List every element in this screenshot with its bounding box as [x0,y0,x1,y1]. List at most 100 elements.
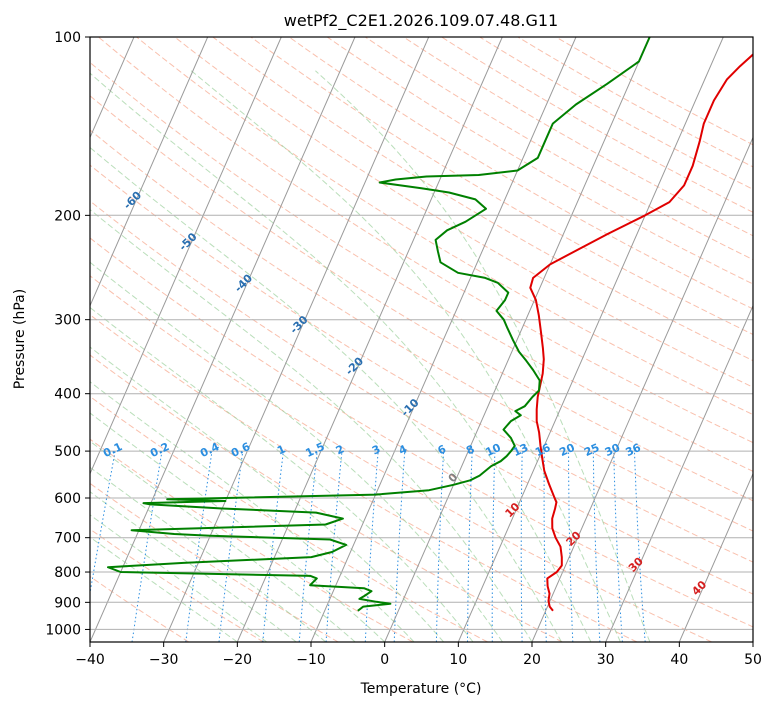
y-tick-label: 800 [54,565,81,581]
mixing-ratio-line [90,451,116,597]
dry-adiabat-line [403,37,753,237]
moist-adiabat-line [90,208,533,642]
x-tick-label: 50 [744,652,762,668]
mixing-ratio-label: 3 [370,443,382,458]
isotherm-label: -40 [232,271,255,294]
dry-adiabat-line [250,37,753,336]
mixing-ratio-label: 10 [484,441,504,459]
mixing-ratio-label: 36 [624,441,644,459]
moist-adiabat-line [90,412,386,642]
moist-adiabat-line [90,306,474,642]
dry-adiabat-line [90,354,563,642]
profile-lines [107,37,753,612]
temperature-profile [529,53,753,612]
mixing-ratio-line [364,451,379,642]
grid-lines [0,37,753,642]
dry-adiabat-line [90,200,753,595]
y-tick-label: 600 [54,491,81,507]
dry-adiabat-line [90,237,753,628]
mixing-ratio-label: 2 [334,443,346,458]
plot-frame [89,36,754,643]
dry-adiabat-line [90,482,339,642]
moist-adiabat-line [315,70,651,642]
x-tick-label: −30 [149,652,179,668]
mixing-ratio-line [491,451,496,642]
dry-adiabat-line [174,37,753,388]
x-tick-label: 10 [449,652,467,668]
x-tick-label: 0 [380,652,389,668]
moist-adiabat-line [90,261,503,642]
isotherm-label: -80 [10,106,33,129]
chart-title: wetPf2_C2E1.2026.109.07.48.G11 [284,11,558,31]
mixing-ratio-line [262,451,284,642]
mixing-ratio-label: 25 [582,441,601,459]
x-axis: −40 −30 −20 −10 0 10 20 30 40 50 [75,642,762,668]
dry-adiabat-line [365,37,753,261]
x-tick-label: 30 [597,652,615,668]
mixing-ratio-line [131,451,163,642]
y-tick-label: 400 [54,387,81,403]
y-tick-label: 300 [54,313,81,329]
mixing-ratio-label: 0.6 [229,440,252,460]
mixing-ratio-line [435,451,445,642]
dry-adiabat-line [90,61,753,472]
y-tick-label: 1000 [45,622,81,638]
isotherm-line [384,37,651,642]
isotherm-label: -20 [343,354,366,377]
isotherm-line [752,640,753,642]
dry-adiabat-line [136,37,753,416]
moist-adiabat-line [90,146,562,642]
dry-adiabat-line [441,37,753,213]
moist-adiabat-line [90,381,415,642]
isotherm-line [0,37,60,642]
x-tick-label: −10 [296,652,326,668]
mixing-ratio-label: 30 [603,441,623,459]
background-lines [90,37,753,642]
isotherm-line [90,37,356,642]
mixing-ratio-label: 0.2 [148,440,171,460]
mixing-ratio-line [592,451,601,642]
mixing-ratio-line [520,451,523,642]
dry-adiabat-line [90,164,753,563]
mixing-ratio-line [634,451,646,642]
isotherm-line [236,37,503,642]
y-tick-label: 500 [54,444,81,460]
dry-adiabat-line [212,37,753,362]
mixing-ratio-label: 4 [397,442,410,457]
moist-adiabat-line [90,346,444,642]
isotherm-line [678,472,753,642]
y-tick-label: 900 [54,595,81,611]
isotherm-line [310,37,577,642]
y-tick-label: 100 [54,30,81,46]
isotherm-line [457,37,724,642]
isotherm-line [163,37,430,642]
dry-adiabat-line [479,37,753,190]
dry-adiabat-line [288,37,753,310]
mixing-ratio-label: 13 [511,441,530,459]
dry-adiabat-line [517,37,753,168]
isotherm-line [90,37,209,307]
mixing-ratio-label: 0.1 [101,440,124,460]
dewpoint-profile [107,37,651,612]
mixing-ratio-line [185,451,213,642]
dry-adiabat-line [555,37,753,146]
x-tick-label: −20 [223,652,253,668]
mixing-ratio-label: 20 [557,441,577,459]
x-tick-label: −40 [75,652,105,668]
moist-adiabat-line [90,466,327,642]
dry-adiabat-line [90,528,264,642]
x-tick-label: 20 [523,652,541,668]
x-axis-label: Temperature (°C) [360,681,482,697]
moist-adiabat-line [90,514,268,642]
y-axis-label: Pressure (hPa) [12,289,28,389]
dry-adiabat-line [90,129,753,532]
dry-adiabat-line [90,275,712,642]
isotherm-label: -70 [65,147,88,170]
moist-adiabat-line [90,72,592,642]
isotherm-label: -30 [287,313,310,336]
isotherm-line [605,304,753,642]
isotherm-label: -10 [398,396,421,419]
moist-adiabat-line [90,440,356,642]
y-tick-label: 200 [54,208,81,224]
